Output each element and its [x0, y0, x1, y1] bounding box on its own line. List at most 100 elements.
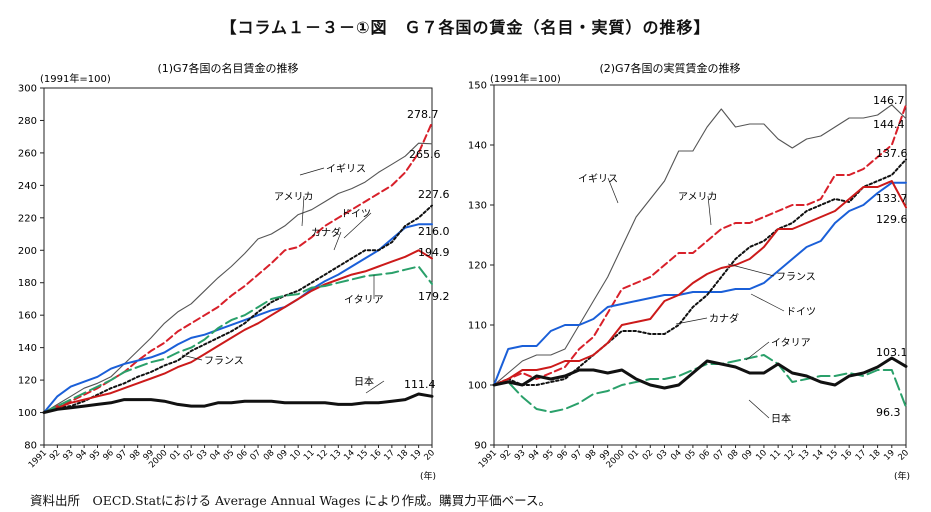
y-tick-label: 120	[468, 261, 487, 272]
end-value-label: 194.9	[418, 246, 450, 259]
series-name-label: 日本	[354, 375, 374, 388]
series-line	[43, 249, 433, 414]
series-line	[493, 158, 907, 386]
leader-line	[333, 231, 342, 251]
x-tick-label: 97	[570, 448, 585, 463]
x-tick-label: 95	[541, 448, 556, 463]
x-tick-label: 12	[783, 448, 798, 463]
series-line	[493, 181, 907, 386]
y-tick-label: 220	[18, 213, 37, 224]
x-tick-label: 03	[655, 448, 670, 463]
y-tick-label: 260	[18, 148, 37, 159]
leader-line	[365, 380, 385, 394]
x-tick-label: 08	[726, 448, 741, 463]
leader-line	[301, 195, 305, 227]
series-name-label: イギリス	[578, 173, 618, 185]
leader-line	[745, 341, 770, 361]
x-tick-label: 98	[584, 448, 599, 463]
end-value-label: 111.4	[404, 378, 436, 391]
series-name-label: 日本	[771, 412, 791, 425]
y-tick-label: 240	[18, 181, 37, 192]
series-name-label: カナダ	[311, 226, 341, 239]
x-tick-label: 16	[840, 448, 855, 463]
x-tick-label: 04	[669, 448, 684, 463]
end-value-label: 103.1	[876, 346, 908, 359]
leader-line	[343, 212, 372, 239]
x-tick-label: 07	[712, 448, 727, 463]
real-wage-chart-svg: (2)G7各国の実質賃金の推移(1991年=100)90100110120130…	[468, 61, 911, 482]
leader-line	[675, 317, 708, 325]
x-tick-label: 09	[740, 448, 755, 463]
series-line	[493, 180, 907, 386]
plot-frame	[43, 87, 433, 446]
series-line	[493, 354, 907, 413]
series-line	[43, 142, 433, 414]
series-name-label: アメリカ	[678, 191, 718, 203]
leader-line	[181, 354, 203, 361]
x-tick-label: 96	[555, 448, 570, 463]
series-line	[492, 356, 908, 390]
x-axis-label: (年)	[420, 470, 436, 482]
leader-line	[607, 177, 619, 204]
x-tick-label: 20	[896, 448, 911, 463]
x-tick-label: 02	[641, 448, 656, 463]
series-name-label: アメリカ	[274, 191, 314, 203]
series-name-label: カナダ	[709, 312, 739, 325]
chart-title: (2)G7各国の実質賃金の推移	[599, 61, 740, 75]
y-tick-label: 150	[468, 81, 487, 92]
series-name-label: ドイツ	[341, 209, 371, 220]
x-tick-label: 17	[854, 448, 869, 463]
end-value-label: 133.7	[876, 192, 908, 205]
x-tick-label: 06	[697, 448, 712, 463]
real-wage-chart: (2)G7各国の実質賃金の推移 (1991年=100) 90 100 110 120 130…	[466, 60, 928, 490]
series-line	[42, 392, 434, 414]
end-value-label: 129.6	[876, 213, 908, 226]
series-line	[43, 204, 433, 414]
x-tick-label: 20	[422, 448, 437, 463]
series-line	[493, 103, 907, 386]
x-tick-label: 13	[797, 448, 812, 463]
series-line	[43, 265, 433, 414]
y-tick-label: 280	[18, 116, 37, 127]
x-tick-label: 19	[882, 448, 897, 463]
x-tick-label: 94	[527, 448, 542, 463]
end-value-label: 96.3	[876, 406, 901, 419]
end-value-label: 146.7	[873, 94, 905, 107]
y-tick-label: 180	[18, 278, 37, 289]
y-tick-label: 100	[18, 408, 37, 419]
end-value-label: 179.2	[418, 290, 450, 303]
end-value-label: 227.6	[418, 188, 450, 201]
series-name-label: イタリア	[771, 337, 811, 349]
y-tick-label: 140	[18, 343, 37, 354]
x-tick-label: 10	[754, 448, 769, 463]
series-line	[43, 223, 433, 414]
y-tick-label: 130	[468, 201, 487, 212]
y-tick-label: 300	[18, 84, 37, 95]
y-tick-label: 110	[468, 321, 487, 332]
x-tick-label: 11	[769, 448, 784, 463]
end-value-label: 216.0	[418, 225, 450, 238]
x-tick-label: 01	[626, 448, 641, 463]
y-tick-label: 160	[18, 311, 37, 322]
leader-line	[707, 195, 712, 226]
y-tick-label: 120	[18, 376, 37, 387]
unit-label: (1991年=100)	[40, 72, 111, 85]
series-name-label: ドイツ	[786, 307, 816, 318]
nominal-wage-chart-svg: (1)G7各国の名目賃金の推移 (1991年=100) 80 100 120 140 160…	[18, 61, 450, 482]
x-tick-label: 93	[513, 448, 528, 463]
x-tick-label: 18	[868, 448, 883, 463]
leader-line	[299, 167, 325, 176]
y-tick-label: 200	[18, 246, 37, 257]
x-tick-label: 05	[683, 448, 698, 463]
end-value-label: 144.4	[873, 118, 905, 131]
y-tick-label: 140	[468, 141, 487, 152]
series-name-label: フランス	[776, 271, 816, 283]
end-value-label: 137.6	[876, 147, 908, 160]
y-tick-label: 100	[468, 381, 487, 392]
y-tick-label: 80	[24, 441, 37, 452]
series-line	[493, 104, 907, 386]
y-tick-label: 90	[474, 441, 487, 452]
nominal-wage-chart: (1)G7各国の名目賃金の推移 (1991年=100) 80 100 120 140 160…	[4, 60, 456, 490]
main-title: 【コラム１－３－①図 Ｇ７各国の賃金（名目・実質）の推移】	[220, 18, 711, 37]
x-tick-label: 15	[825, 448, 840, 463]
